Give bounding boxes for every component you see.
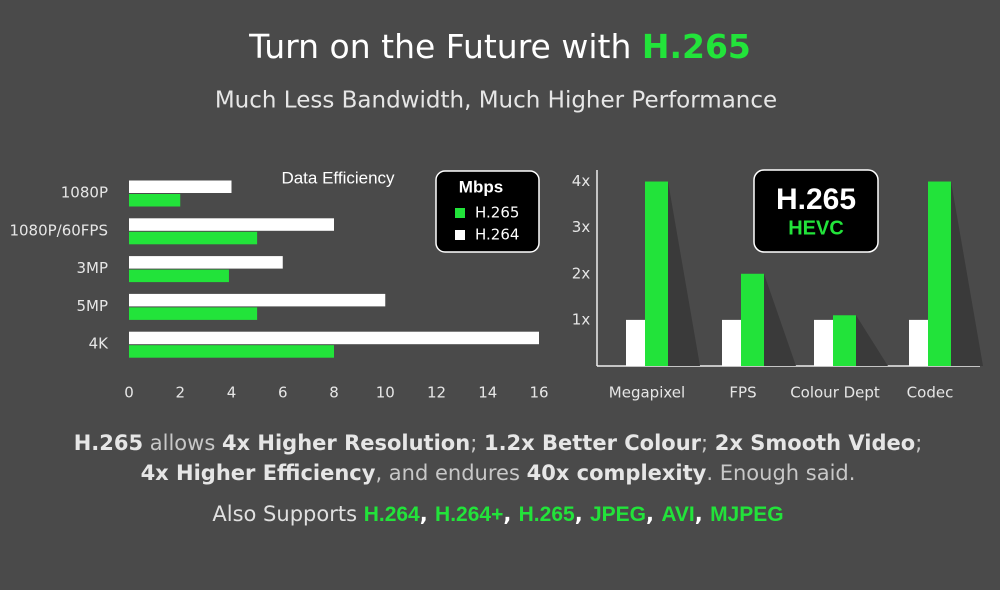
y-tick-label: 4x	[572, 172, 591, 190]
bar	[814, 319, 837, 366]
bar	[129, 293, 386, 307]
text-segment: H.264+	[435, 503, 503, 526]
text-segment: H.264	[364, 503, 420, 526]
text-segment: H.265	[519, 503, 575, 526]
text-segment: H.265	[642, 27, 751, 66]
subtitle: Much Less Bandwidth, Much Higher Perform…	[215, 88, 777, 114]
x-tick-label: Megapixel	[609, 384, 685, 402]
y-tick-label: 3MP	[76, 259, 108, 277]
text-segment: allows	[143, 431, 222, 455]
legend-title: Mbps	[459, 177, 503, 196]
bar	[129, 256, 283, 269]
text-segment: 1.2x Better Colour	[484, 431, 702, 455]
text-segment: 40x complexity	[527, 461, 707, 485]
y-tick-label: 1080P	[61, 184, 108, 202]
x-tick-label: 4	[227, 384, 237, 402]
y-tick-label: 1x	[572, 310, 591, 328]
x-tick-label: 12	[427, 384, 446, 402]
text-segment: Also Supports	[212, 502, 363, 526]
badge-subtitle: HEVC	[788, 217, 844, 239]
legend-swatch	[455, 230, 465, 240]
bar	[129, 180, 232, 193]
footer-line: 4x Higher Efficiency, and endures 40x co…	[141, 461, 856, 485]
x-tick-label: Colour Dept	[790, 384, 880, 402]
bar	[722, 319, 745, 366]
bar	[626, 319, 649, 366]
y-tick-label: 3x	[572, 218, 591, 236]
text-segment: ,	[575, 502, 590, 526]
bar	[129, 345, 334, 358]
footer-line: H.265 allows 4x Higher Resolution; 1.2x …	[74, 431, 923, 455]
text-segment: 2x Smooth Video	[715, 431, 915, 455]
text-segment: ;	[701, 431, 715, 455]
x-tick-label: 2	[175, 384, 185, 402]
footer: H.265 allows 4x Higher Resolution; 1.2x …	[74, 431, 923, 526]
bar	[129, 194, 181, 207]
text-segment: ;	[470, 431, 484, 455]
text-segment: Turn on the Future with	[248, 27, 642, 66]
chart-title: Data Efficiency	[281, 168, 395, 187]
title: Turn on the Future with H.265	[248, 27, 751, 66]
text-segment: ,	[503, 502, 518, 526]
footer-line: Also Supports H.264, H.264+, H.265, JPEG…	[212, 502, 783, 526]
bar-shadow	[668, 181, 700, 366]
bar-shadow	[951, 181, 983, 366]
bar	[833, 315, 856, 366]
y-tick-label: 1080P/60FPS	[9, 221, 108, 239]
text-segment: ,	[695, 502, 710, 526]
y-tick-label: 2x	[572, 264, 591, 282]
bar-shadow	[856, 315, 888, 366]
text-segment: ;	[915, 431, 922, 455]
bar	[129, 331, 539, 345]
text-segment: ,	[646, 502, 661, 526]
x-tick-label: 16	[529, 384, 548, 402]
x-tick-label: Codec	[907, 384, 954, 402]
bar	[645, 181, 668, 366]
x-tick-label: 0	[124, 384, 134, 402]
text-segment: 4x Higher Efficiency	[141, 461, 376, 485]
text-segment: H.265	[74, 431, 143, 455]
x-tick-label: 6	[278, 384, 288, 402]
x-tick-label: 8	[329, 384, 339, 402]
bar	[129, 269, 229, 283]
x-tick-label: 14	[478, 384, 497, 402]
bar	[129, 218, 334, 231]
x-tick-label: FPS	[729, 384, 756, 402]
text-segment: ,	[420, 502, 435, 526]
y-tick-label: 5MP	[76, 297, 108, 315]
text-segment: , and endures	[375, 461, 526, 485]
badge-title: H.265	[776, 183, 856, 216]
bar	[928, 181, 951, 366]
bar	[741, 273, 764, 366]
text-segment: 4x Higher Resolution	[222, 431, 470, 455]
x-tick-label: 10	[376, 384, 395, 402]
bar	[129, 307, 258, 320]
text-segment: MJPEG	[710, 503, 784, 526]
legend-label: H.264	[475, 226, 519, 244]
bar-shadow	[764, 273, 796, 366]
legend-swatch	[455, 208, 465, 218]
bar	[129, 231, 258, 245]
bar	[909, 319, 932, 366]
text-segment: AVI	[661, 503, 694, 526]
text-segment: JPEG	[590, 503, 646, 526]
y-tick-label: 4K	[89, 335, 110, 353]
text-segment: . Enough said.	[706, 461, 855, 485]
legend-label: H.265	[475, 204, 519, 222]
badge-box	[753, 169, 879, 253]
